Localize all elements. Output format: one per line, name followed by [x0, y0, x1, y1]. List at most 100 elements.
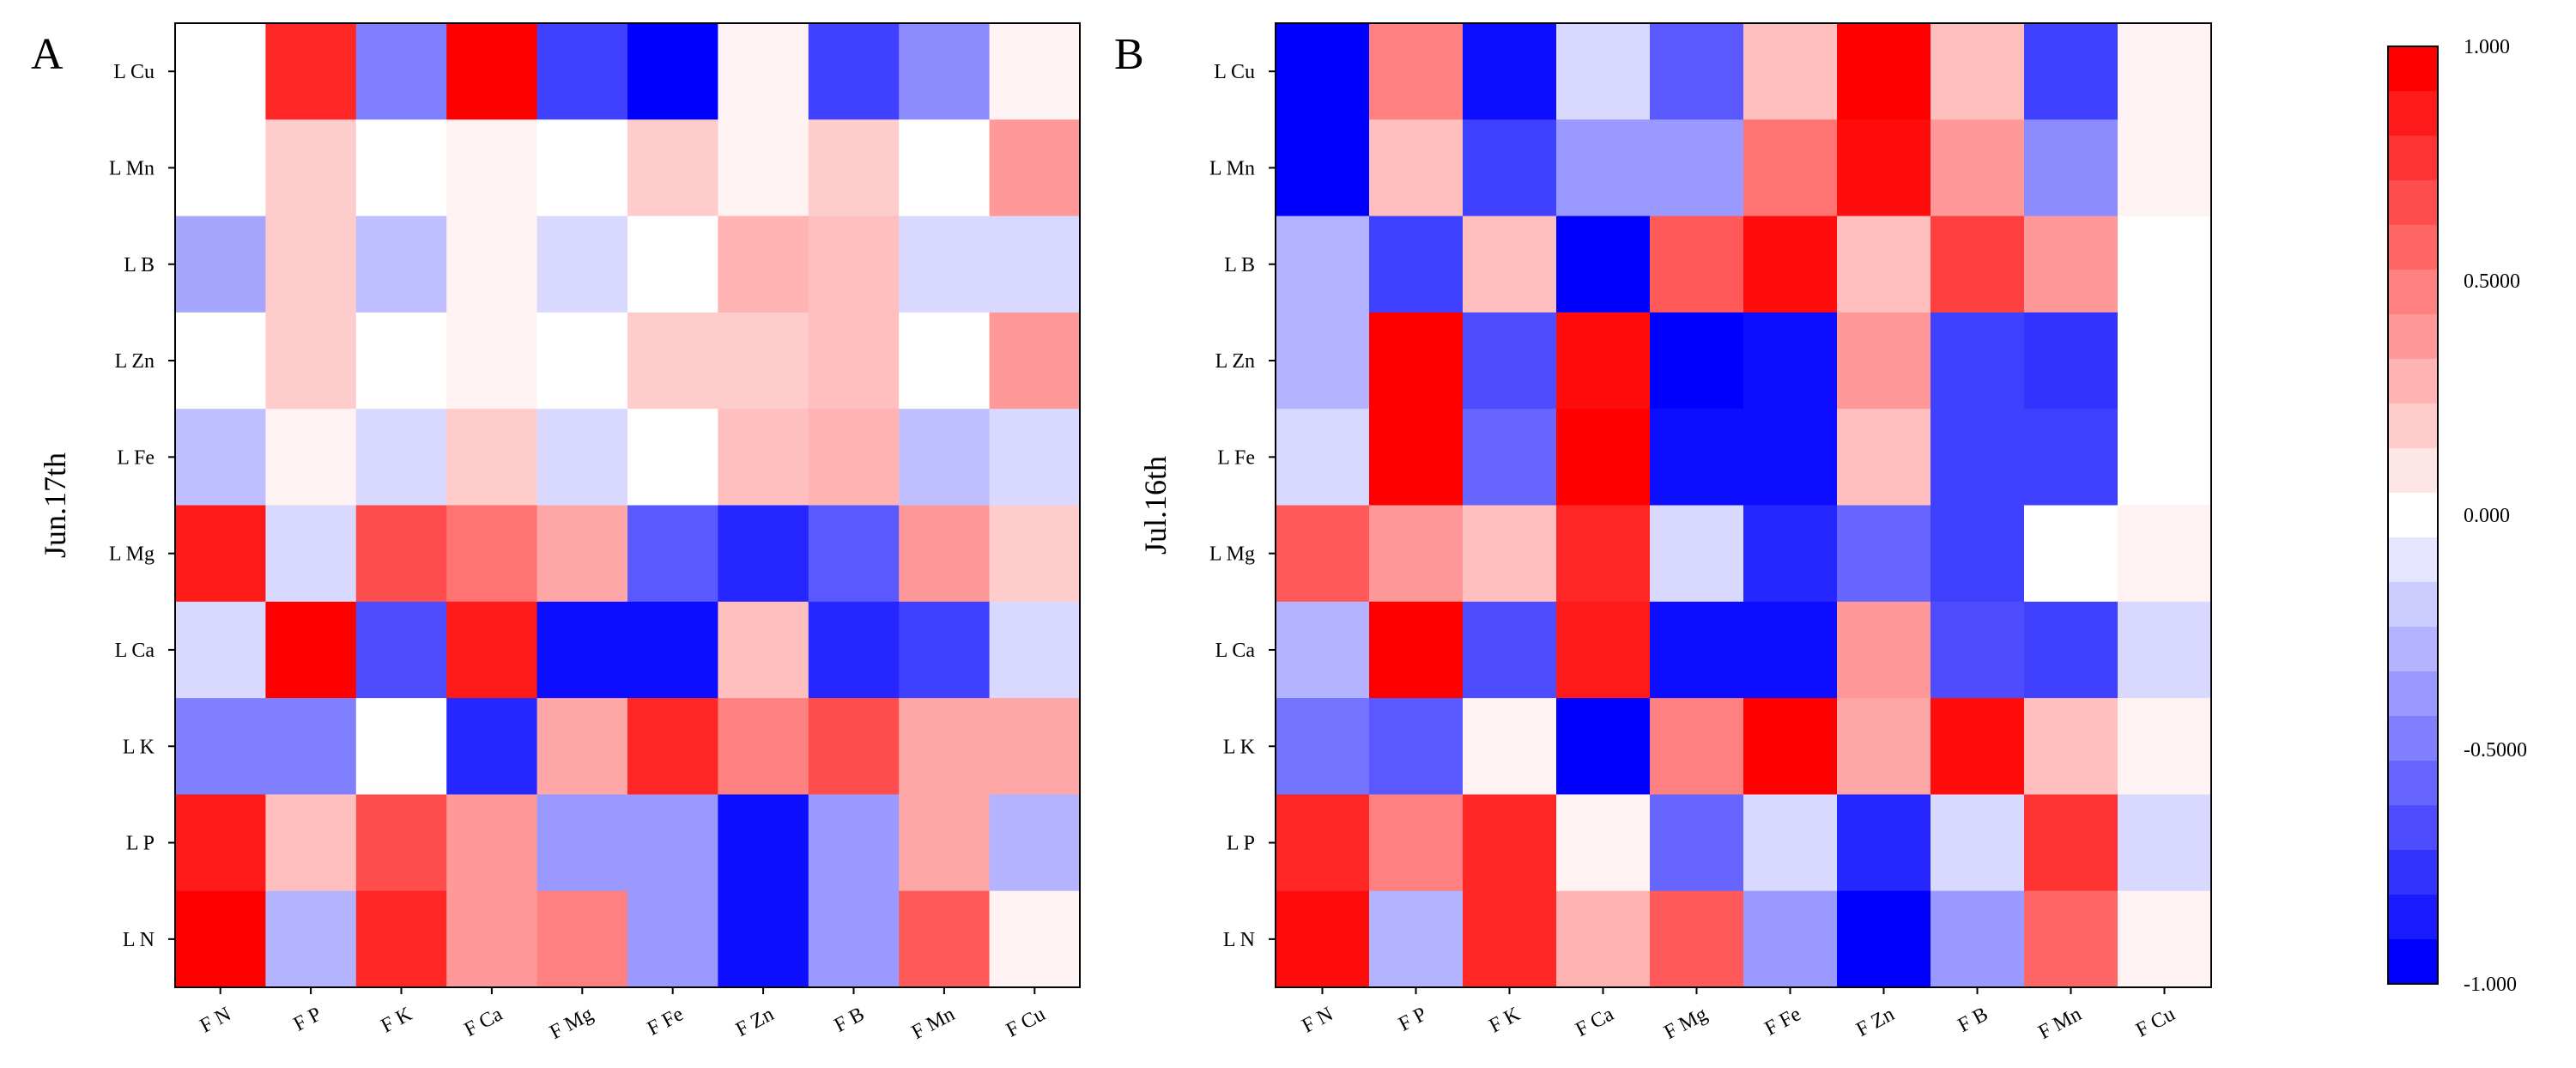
heatmap-cell	[1743, 215, 1838, 313]
heatmap-panel-a: L Cu L Mn L B L Zn L Fe L Mg L Ca L K L P L N F N F…	[38, 22, 1081, 1044]
heatmap-cell	[1837, 312, 1931, 410]
heatmap-cell	[718, 215, 809, 313]
heatmap-cell	[989, 312, 1081, 410]
x-tick-label: F B	[831, 1003, 868, 1037]
y-tick-label: L B	[124, 254, 155, 276]
colorbar-step	[2388, 895, 2438, 940]
colorbar-step	[2388, 314, 2438, 360]
heatmap-cell	[536, 409, 628, 507]
heatmap-cell	[446, 215, 538, 313]
heatmap-cell	[265, 312, 357, 410]
colorbar-step	[2388, 716, 2438, 762]
heatmap-cell	[1276, 215, 1370, 313]
x-tick-label: F Mn	[2035, 1003, 2086, 1044]
y-tick-label: L N	[1223, 929, 1255, 951]
colorbar-step	[2388, 46, 2438, 92]
heatmap-cell	[1743, 601, 1838, 699]
heatmap-cell	[1369, 505, 1464, 603]
heatmap-cell	[265, 409, 357, 507]
x-tick-label: F Mg	[546, 1003, 597, 1044]
x-tick-label: F P	[290, 1003, 325, 1035]
heatmap-cell	[1837, 794, 1931, 892]
colorbar-step	[2388, 270, 2438, 315]
heatmap-cell	[1556, 409, 1651, 507]
heatmap-cell	[1463, 409, 1557, 507]
heatmap-cell	[899, 794, 991, 892]
heatmap-cell	[2024, 23, 2118, 120]
x-tick-label: F K	[378, 1003, 416, 1037]
heatmap-cell	[175, 119, 266, 217]
heatmap-cell	[446, 601, 538, 699]
heatmap-cell	[175, 794, 266, 892]
heatmap-cell	[1276, 119, 1370, 217]
heatmap-cell	[718, 794, 809, 892]
heatmap-cell	[1463, 23, 1557, 120]
heatmap-cell	[989, 794, 1081, 892]
heatmap-cell	[1837, 23, 1931, 120]
heatmap-cell	[1276, 409, 1370, 507]
heatmap-cell	[1837, 505, 1931, 603]
heatmap-cell	[1650, 698, 1744, 795]
heatmap-cell	[989, 119, 1081, 217]
heatmap-cell	[899, 409, 991, 507]
colorbar-step	[2388, 91, 2438, 137]
heatmap-cell	[355, 215, 447, 313]
heatmap-cell	[808, 505, 900, 603]
panel-label-b: B	[1114, 30, 1144, 79]
heatmap-cell	[627, 119, 718, 217]
colorbar-tick-label: -1.000	[2464, 974, 2517, 996]
heatmap-cell	[2024, 409, 2118, 507]
heatmap-cell	[627, 505, 718, 603]
heatmap-cell	[1650, 409, 1744, 507]
heatmap-cell	[2118, 505, 2212, 603]
x-tick-label: F Mg	[1661, 1003, 1712, 1044]
heatmap-cell	[1930, 794, 2025, 892]
heatmap-cell	[1556, 215, 1651, 313]
heatmap-cell	[1743, 409, 1838, 507]
heatmap-cell	[1743, 794, 1838, 892]
y-tick-label: L Cu	[1214, 61, 1255, 83]
heatmap-cell	[2118, 409, 2212, 507]
heatmap-cell	[1369, 794, 1464, 892]
heatmap-cell	[1930, 23, 2025, 120]
heatmap-cell	[265, 23, 357, 120]
heatmap-cell	[1369, 409, 1464, 507]
y-axis-title: Jun.17th	[38, 452, 72, 558]
heatmap-cell	[355, 505, 447, 603]
heatmap-cell	[989, 215, 1081, 313]
heatmap-cell	[355, 698, 447, 795]
heatmap-cell	[808, 698, 900, 795]
heatmap-cell	[718, 119, 809, 217]
heatmap-cell	[1369, 23, 1464, 120]
colorbar-step	[2388, 671, 2438, 717]
heatmap-cell	[808, 890, 900, 988]
colorbar-step	[2388, 225, 2438, 270]
heatmap-cell	[265, 698, 357, 795]
y-tick-label: L Mn	[109, 157, 155, 179]
heatmap-cell	[627, 409, 718, 507]
heatmap-cell	[355, 601, 447, 699]
heatmap-cell	[1930, 215, 2025, 313]
heatmap-cell	[1837, 119, 1931, 217]
heatmap-cell	[446, 698, 538, 795]
heatmap-cell	[808, 312, 900, 410]
heatmap-cell	[2024, 215, 2118, 313]
heatmap-cell	[1276, 601, 1370, 699]
x-tick-label: F N	[197, 1003, 235, 1037]
heatmap-cell	[989, 601, 1081, 699]
colorbar-step	[2388, 761, 2438, 806]
heatmap-cell	[175, 215, 266, 313]
heatmap-cell	[1743, 312, 1838, 410]
heatmap-cell	[446, 312, 538, 410]
heatmap-cell	[446, 119, 538, 217]
heatmap-cell	[718, 601, 809, 699]
y-tick-label: L B	[1224, 254, 1255, 276]
heatmap-cell	[1650, 312, 1744, 410]
heatmap-cell	[1743, 698, 1838, 795]
heatmap-cell	[1369, 890, 1464, 988]
heatmap-cell	[265, 601, 357, 699]
heatmap-cell	[1930, 409, 2025, 507]
colorbar-step	[2388, 359, 2438, 404]
heatmap-cell	[1276, 794, 1370, 892]
